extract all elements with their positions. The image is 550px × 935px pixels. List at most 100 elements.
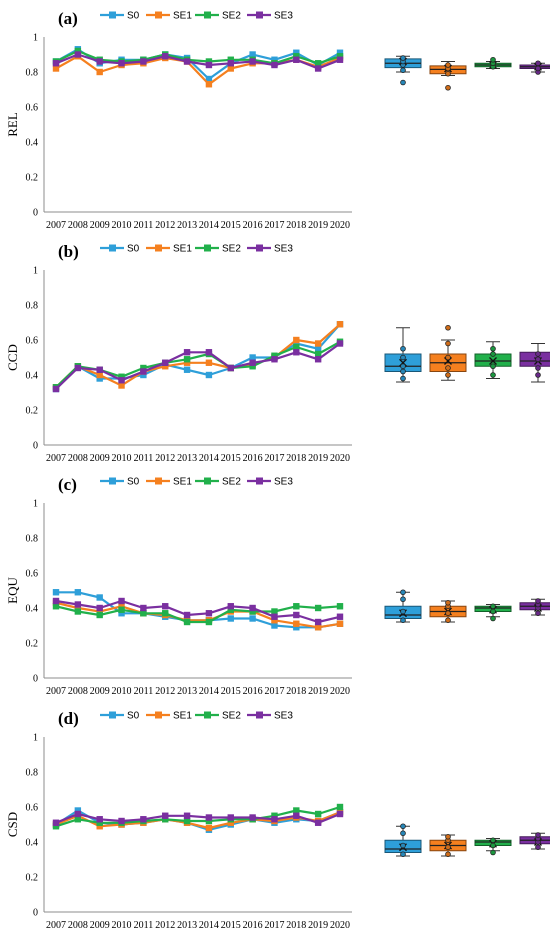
data-point: [96, 611, 103, 619]
panel-label: (b): [58, 242, 79, 261]
legend-marker: [204, 477, 211, 485]
y-axis-label: CCD: [5, 344, 20, 371]
series-line: [55, 49, 341, 65]
box-point: [490, 615, 496, 622]
data-point: [52, 823, 60, 830]
box-point: [490, 351, 496, 357]
legend-label: SE3: [274, 477, 293, 488]
data-point: [336, 810, 344, 818]
x-tick-label: 2015: [221, 220, 241, 231]
x-tick-label: 2019: [308, 453, 328, 464]
x-tick-label: 2011: [134, 920, 154, 931]
data-point: [293, 340, 300, 347]
box-point: [445, 617, 451, 624]
data-point: [314, 819, 322, 826]
data-point: [271, 61, 278, 69]
data-point: [52, 385, 60, 393]
panel-label: (c): [58, 475, 77, 494]
data-point: [336, 53, 344, 60]
data-point: [336, 56, 344, 63]
x-tick-label: 2017: [264, 220, 284, 231]
legend-marker: [204, 11, 211, 19]
data-point: [118, 817, 125, 825]
x-tick-label: 2015: [221, 920, 241, 931]
legend-label: S0: [127, 477, 140, 488]
data-point: [52, 60, 60, 67]
data-point: [205, 814, 213, 821]
box-point: [535, 844, 541, 851]
legend-marker: [109, 244, 116, 252]
y-tick-label: 1: [33, 733, 38, 744]
x-tick-label: 2010: [112, 453, 132, 464]
series-line: [55, 323, 341, 390]
data-point: [271, 356, 278, 363]
data-point: [336, 620, 344, 627]
x-tick-label: 2013: [177, 920, 197, 931]
box-point: [490, 842, 496, 849]
x-tick-label: 2019: [308, 220, 328, 231]
data-point: [96, 819, 103, 826]
data-point: [227, 60, 234, 67]
data-point: [183, 58, 191, 65]
data-point: [227, 603, 234, 610]
x-tick-label: 2012: [155, 686, 175, 697]
legend-marker: [155, 244, 162, 252]
y-tick-label: 0.6: [26, 336, 39, 347]
data-point: [293, 624, 300, 631]
data-point: [205, 618, 213, 626]
box-point: [400, 354, 406, 361]
panel-label: (d): [58, 709, 79, 728]
series-line: [55, 811, 341, 830]
x-tick-label: 2013: [177, 220, 197, 231]
box-point: [535, 365, 541, 371]
data-point: [205, 58, 213, 65]
x-tick-label: 2009: [90, 220, 110, 231]
x-tick-label: 2014: [199, 453, 219, 464]
data-point: [249, 615, 256, 622]
data-point: [205, 81, 213, 88]
x-tick-label: 2020: [330, 220, 350, 231]
y-axis-label: EQU: [5, 577, 20, 604]
data-point: [271, 812, 278, 819]
x-tick-label: 2008: [68, 686, 88, 697]
legend-label: SE3: [274, 244, 293, 255]
data-point: [96, 608, 103, 615]
x-tick-label: 2009: [90, 453, 110, 464]
box-point: [445, 372, 451, 378]
x-tick-label: 2010: [112, 920, 132, 931]
series-line: [55, 805, 341, 828]
data-point: [227, 819, 234, 826]
x-tick-label: 2015: [221, 686, 241, 697]
x-tick-label: 2012: [155, 920, 175, 931]
box-point: [445, 324, 451, 331]
x-tick-label: 2018: [286, 220, 306, 231]
box-point: [400, 830, 406, 837]
data-point: [293, 807, 300, 814]
data-point: [249, 604, 256, 612]
legend-marker: [256, 244, 263, 252]
legend-label: S0: [127, 244, 140, 255]
data-point: [314, 65, 322, 72]
data-point: [249, 814, 256, 821]
legend-label: SE1: [173, 11, 192, 22]
series-line: [55, 599, 341, 624]
data-point: [205, 371, 213, 379]
data-point: [118, 382, 125, 389]
box-point: [400, 368, 406, 375]
data-point: [74, 51, 82, 58]
y-tick-label: 0: [33, 441, 38, 452]
data-point: [52, 589, 60, 596]
box-point: [400, 823, 406, 830]
data-point: [140, 610, 147, 617]
data-point: [271, 613, 278, 620]
data-point: [336, 321, 344, 328]
box-point: [445, 70, 451, 77]
data-point: [336, 803, 344, 811]
x-tick-label: 2019: [308, 686, 328, 697]
data-point: [205, 817, 213, 825]
series-line: [55, 605, 341, 624]
data-point: [74, 810, 82, 818]
data-point: [118, 603, 125, 610]
y-tick-label: 0.4: [26, 138, 39, 149]
data-point: [183, 611, 191, 619]
